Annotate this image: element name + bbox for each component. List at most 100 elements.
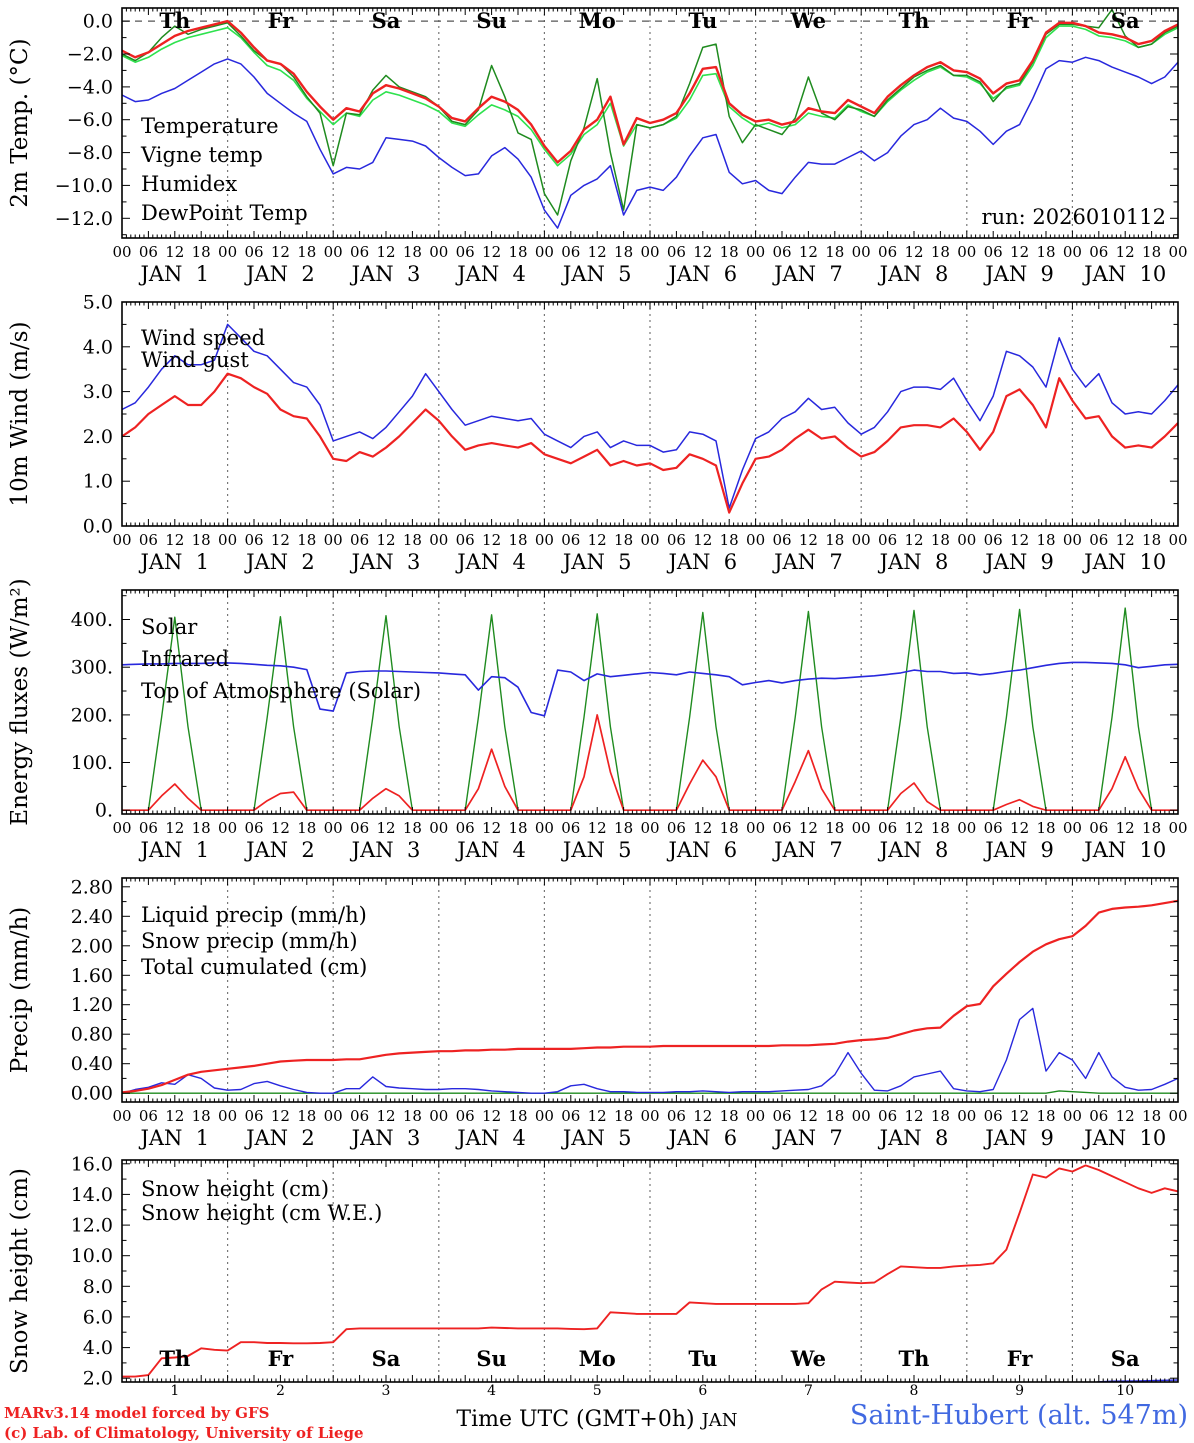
hour-tick-label: 18 bbox=[825, 1107, 844, 1125]
legend-total-cumulated-cm-: Total cumulated (cm) bbox=[141, 955, 367, 979]
day-label: JAN 9 bbox=[983, 838, 1054, 862]
hour-tick-label: 18 bbox=[192, 819, 211, 837]
day-of-week-label: Sa bbox=[372, 1346, 401, 1371]
hour-tick-label: 18 bbox=[614, 819, 633, 837]
y-tick-label: −6.0 bbox=[67, 109, 113, 131]
hour-tick-label: 06 bbox=[561, 243, 580, 261]
hour-tick-label: 12 bbox=[588, 1107, 607, 1125]
legend-infrared: Infrared bbox=[141, 647, 229, 671]
hour-tick-label: 06 bbox=[456, 531, 475, 549]
hour-tick-label: 18 bbox=[720, 1107, 739, 1125]
day-label: JAN 6 bbox=[666, 838, 737, 862]
y-tick-label: −2.0 bbox=[67, 44, 113, 66]
hour-tick-label: 00 bbox=[640, 1107, 659, 1125]
hour-tick-label: 12 bbox=[799, 531, 818, 549]
day-label: JAN 1 bbox=[138, 550, 209, 574]
y-tick-label: 2.0 bbox=[83, 1368, 113, 1390]
day-label: JAN 10 bbox=[1082, 262, 1166, 286]
hour-tick-label: 00 bbox=[218, 1107, 237, 1125]
hour-tick-label: 00 bbox=[1063, 531, 1082, 549]
hour-tick-label: 18 bbox=[825, 531, 844, 549]
y-axis-title: 2m Temp. (°C) bbox=[7, 38, 33, 207]
day-label: JAN 8 bbox=[878, 550, 949, 574]
hour-tick-label: 12 bbox=[693, 1107, 712, 1125]
day-of-week-label: We bbox=[790, 1346, 826, 1371]
run-label: run: 2026010112 bbox=[982, 205, 1166, 229]
y-axis-title: Snow height (cm) bbox=[7, 1168, 33, 1374]
hour-tick-label: 00 bbox=[112, 243, 131, 261]
hour-tick-label: 06 bbox=[984, 1107, 1003, 1125]
hour-tick-label: 12 bbox=[1010, 819, 1029, 837]
y-tick-label: 0.80 bbox=[71, 1024, 113, 1046]
hour-tick-label: 18 bbox=[508, 819, 527, 837]
legend-temperature: Temperature bbox=[141, 114, 279, 138]
legend-snow-height-cm-: Snow height (cm) bbox=[141, 1177, 329, 1201]
hour-tick-label: 06 bbox=[984, 819, 1003, 837]
hour-tick-label: 06 bbox=[350, 531, 369, 549]
day-label: JAN 2 bbox=[244, 262, 315, 286]
day-number: 2 bbox=[276, 1383, 285, 1399]
hour-tick-label: 12 bbox=[271, 531, 290, 549]
hour-tick-label: 06 bbox=[456, 1107, 475, 1125]
y-tick-label: −12.0 bbox=[55, 208, 113, 230]
plot-frame bbox=[122, 302, 1178, 526]
hour-tick-label: 00 bbox=[640, 243, 659, 261]
y-tick-label: 1.20 bbox=[71, 994, 113, 1016]
hour-tick-label: 12 bbox=[482, 819, 501, 837]
y-tick-label: 100. bbox=[71, 752, 113, 774]
panel-energy-fluxes: 0.100.200.300.400.Energy fluxes (W/m²)So… bbox=[0, 576, 1194, 864]
hour-tick-label: 06 bbox=[667, 531, 686, 549]
hour-tick-label: 06 bbox=[1089, 1107, 1108, 1125]
day-number: 7 bbox=[804, 1383, 813, 1399]
y-tick-label: 2.40 bbox=[71, 906, 113, 928]
hour-tick-label: 06 bbox=[244, 819, 263, 837]
hour-tick-label: 18 bbox=[720, 819, 739, 837]
hour-tick-label: 18 bbox=[192, 531, 211, 549]
day-of-week-label: Fr bbox=[1007, 8, 1034, 33]
hour-tick-label: 00 bbox=[957, 243, 976, 261]
y-tick-label: 4.0 bbox=[83, 336, 113, 358]
legend-liquid-precip-mm-h-: Liquid precip (mm/h) bbox=[141, 903, 367, 927]
day-label: JAN 6 bbox=[666, 1126, 737, 1150]
day-of-week-label: Tu bbox=[688, 8, 717, 33]
legend-vigne-temp: Vigne temp bbox=[140, 143, 263, 167]
day-label: JAN 7 bbox=[772, 838, 843, 862]
y-axis-title: Energy fluxes (W/m²) bbox=[7, 578, 33, 825]
hour-tick-label: 12 bbox=[904, 531, 923, 549]
hour-tick-label: 18 bbox=[931, 243, 950, 261]
day-of-week-label: Sa bbox=[372, 8, 401, 33]
hour-tick-label: 00 bbox=[640, 531, 659, 549]
day-label: JAN 1 bbox=[138, 262, 209, 286]
hour-tick-label: 12 bbox=[1010, 1107, 1029, 1125]
hour-tick-label: 00 bbox=[324, 531, 343, 549]
hour-tick-label: 06 bbox=[244, 531, 263, 549]
hour-tick-label: 06 bbox=[1089, 531, 1108, 549]
hour-tick-label: 00 bbox=[1063, 1107, 1082, 1125]
hour-tick-label: 06 bbox=[456, 243, 475, 261]
day-of-week-label: Su bbox=[476, 8, 506, 33]
legend-wind-speed: Wind speed bbox=[141, 326, 265, 350]
day-label: JAN 7 bbox=[772, 262, 843, 286]
hour-tick-label: 00 bbox=[746, 243, 765, 261]
hour-tick-label: 18 bbox=[825, 243, 844, 261]
hour-tick-label: 12 bbox=[904, 243, 923, 261]
hour-tick-label: 06 bbox=[878, 243, 897, 261]
day-label: JAN 6 bbox=[666, 550, 737, 574]
hour-tick-label: 00 bbox=[957, 819, 976, 837]
day-label: JAN 5 bbox=[561, 550, 632, 574]
day-of-week-label: Sa bbox=[1111, 8, 1140, 33]
day-label: JAN 2 bbox=[244, 1126, 315, 1150]
hour-tick-label: 06 bbox=[561, 1107, 580, 1125]
hour-tick-label: 00 bbox=[746, 1107, 765, 1125]
hour-tick-label: 00 bbox=[218, 819, 237, 837]
hour-tick-label: 18 bbox=[192, 1107, 211, 1125]
y-tick-label: −4.0 bbox=[67, 76, 113, 98]
hour-tick-label: 18 bbox=[931, 1107, 950, 1125]
hour-tick-label: 00 bbox=[852, 243, 871, 261]
hour-tick-label: 00 bbox=[112, 531, 131, 549]
day-label: JAN 8 bbox=[878, 262, 949, 286]
